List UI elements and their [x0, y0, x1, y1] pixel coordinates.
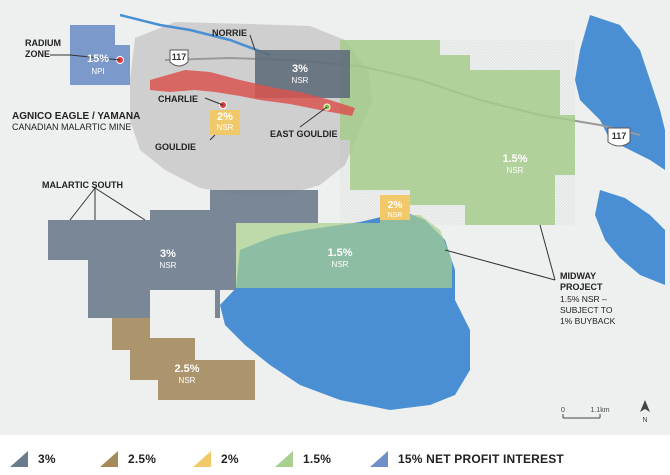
legend-swatch-3pct: [10, 451, 28, 467]
royalty-block-midway-1-5: [236, 215, 452, 288]
north-arrow-icon: N: [640, 400, 650, 424]
bottom-royalty: 2.5%: [174, 363, 199, 375]
hatch-overlay: [340, 40, 575, 225]
highway-shield-2: 117: [607, 127, 631, 147]
royalty-block-gouldie-2: [210, 110, 240, 135]
midway-label-3: 1.5% NSR –: [560, 294, 607, 304]
east-block-royalty: 1.5%: [502, 153, 527, 165]
map-panel: 117 117 15% NPI 3% NSR 2% NSR 1.5% NSR 2…: [0, 0, 670, 435]
norrie-royalty: 3%: [292, 63, 308, 75]
midway-label-5: 1% BUYBACK: [560, 316, 616, 326]
east-gouldie-label: EAST GOULDIE: [270, 129, 338, 139]
bottom-royalty-unit: NSR: [179, 376, 196, 385]
legend-label-1-5pct: 1.5%: [303, 452, 332, 466]
mine-pit-trend: [150, 70, 355, 116]
radium-zone-label-2: ZONE: [25, 49, 50, 59]
legend-item-3pct: 3%: [10, 450, 56, 468]
legend-label-2-5pct: 2.5%: [128, 452, 157, 466]
legend-swatch-2-5pct: [100, 451, 118, 467]
agnico-label-1: AGNICO EAGLE / YAMANA: [12, 111, 140, 122]
leader-lines: [50, 34, 556, 281]
legend-label-npi: 15% NET PROFIT INTEREST: [398, 452, 564, 466]
norrie-label: NORRIE: [212, 28, 247, 38]
legend-swatch-2pct: [193, 451, 211, 467]
scale-bar-end: 1.1km: [590, 407, 609, 414]
scale-bar-start: 0: [561, 407, 565, 414]
legend-swatch-1-5pct: [275, 451, 293, 467]
charlie-label: CHARLIE: [158, 94, 198, 104]
east-block-royalty-unit: NSR: [507, 166, 524, 175]
legend-label-3pct: 3%: [38, 452, 56, 466]
highway-shield-2-text: 117: [612, 131, 627, 141]
gouldie-royalty-unit: NSR: [217, 123, 234, 132]
royalty-map: 117 117 15% NPI 3% NSR 2% NSR 1.5% NSR 2…: [0, 0, 670, 435]
highway-shield-1-text: 117: [172, 52, 187, 62]
small-yellow-royalty-unit: NSR: [388, 212, 403, 219]
malartic-south-royalty: 3%: [160, 248, 176, 260]
midway-south-royalty-unit: NSR: [332, 260, 349, 269]
legend-item-2-5pct: 2.5%: [100, 450, 156, 468]
midway-label-4: SUBJECT TO: [560, 305, 613, 315]
royalty-block-small-2: [380, 195, 410, 220]
royalty-block-malartic-south-3: [48, 190, 318, 318]
royalty-block-radium-15: [70, 25, 130, 85]
legend-item-1-5pct: 1.5%: [275, 450, 331, 468]
lake-southeast: [595, 190, 665, 285]
legend-item-2pct: 2%: [193, 450, 239, 468]
radium-zone-label-1: RADIUM: [25, 38, 61, 48]
north-arrow-label: N: [642, 417, 647, 424]
legend-item-npi: 15% NET PROFIT INTEREST: [370, 450, 564, 468]
radium-royalty: 15%: [87, 53, 109, 65]
radium-royalty-unit: NPI: [91, 67, 104, 76]
midway-south-royalty: 1.5%: [327, 247, 352, 259]
small-yellow-royalty: 2%: [388, 200, 403, 211]
agnico-label-2: CANADIAN MALARTIC MINE: [12, 122, 131, 132]
norrie-royalty-unit: NSR: [292, 76, 309, 85]
malartic-south-royalty-unit: NSR: [160, 261, 177, 270]
midway-label-2: PROJECT: [560, 282, 603, 292]
royalty-block-2-5: [112, 318, 255, 400]
midway-label-1: MIDWAY: [560, 271, 596, 281]
lake-east: [575, 15, 665, 170]
highway-shield-1: 117: [169, 49, 189, 67]
legend-label-2pct: 2%: [221, 452, 239, 466]
scale-bar: 0 1.1km: [561, 407, 610, 419]
royalty-block-norrie-3: [255, 50, 350, 98]
malartic-south-label: MALARTIC SOUTH: [42, 180, 123, 190]
legend: 3% 2.5% 2% 1.5% 15% NET PROFIT INTEREST: [0, 440, 670, 475]
gouldie-label: GOULDIE: [155, 142, 196, 152]
legend-swatch-npi: [370, 451, 388, 467]
gouldie-royalty: 2%: [217, 111, 233, 123]
river-north: [119, 13, 271, 57]
